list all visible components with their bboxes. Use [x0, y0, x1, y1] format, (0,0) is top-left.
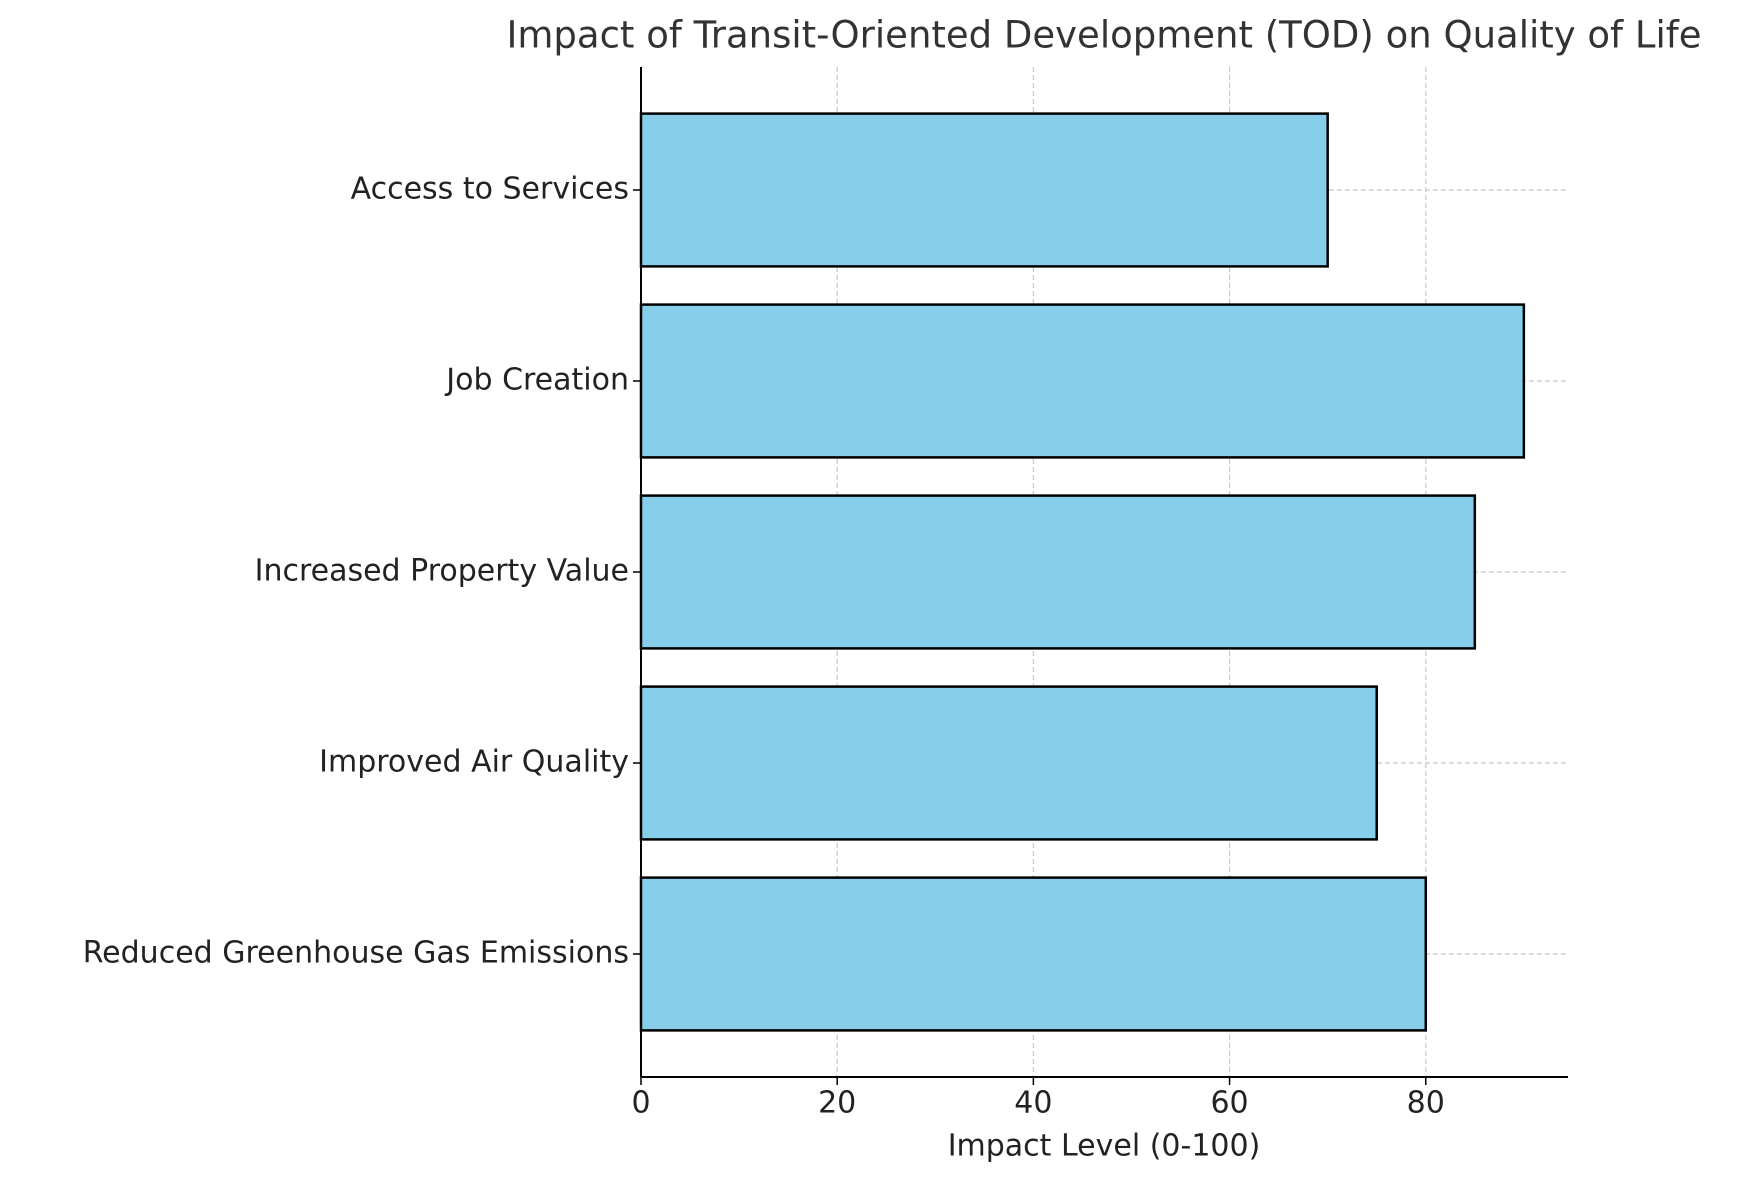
chart-title: Impact of Transit-Oriented Development (… [506, 14, 1701, 57]
y-tick-label: Improved Air Quality [319, 745, 629, 780]
x-tick-label: 80 [1407, 1086, 1445, 1121]
bar [639, 112, 1329, 268]
y-tick-label: Increased Property Value [255, 554, 629, 589]
bar [639, 876, 1428, 1032]
bar [639, 685, 1378, 841]
bar [639, 303, 1526, 459]
y-tick-label: Reduced Greenhouse Gas Emissions [83, 936, 629, 971]
x-tick-label: 0 [631, 1086, 650, 1121]
y-tick-label: Access to Services [351, 172, 629, 207]
x-axis-label: Impact Level (0-100) [948, 1129, 1261, 1164]
bar [639, 494, 1477, 650]
y-tick-label: Job Creation [444, 363, 629, 398]
x-tick-label: 20 [818, 1086, 856, 1121]
x-tick-label: 40 [1014, 1086, 1052, 1121]
x-tick-label: 60 [1210, 1086, 1248, 1121]
